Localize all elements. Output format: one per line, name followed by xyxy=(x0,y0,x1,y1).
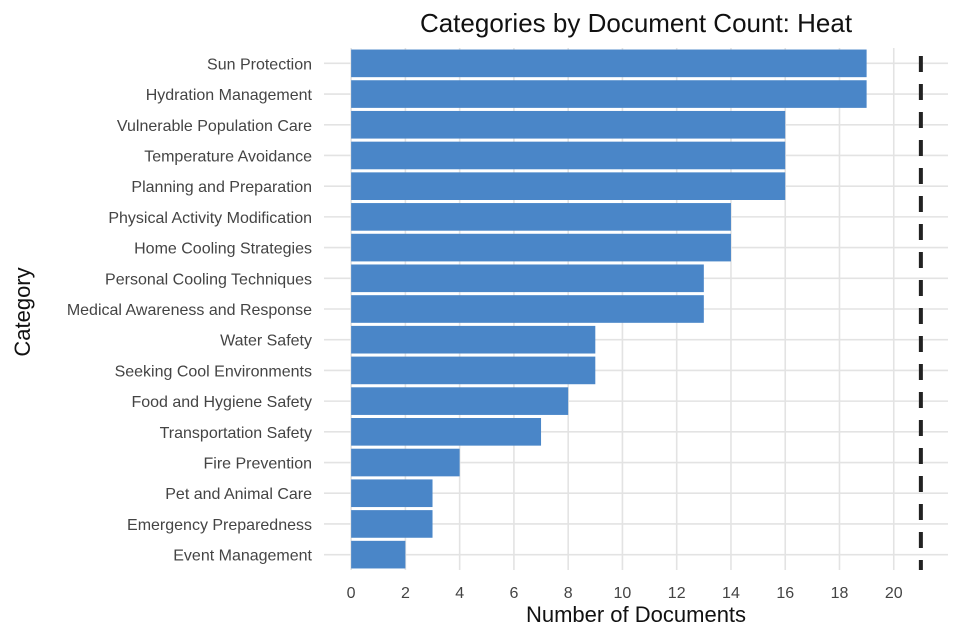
bars-group xyxy=(351,49,867,569)
category-label: Medical Awareness and Response xyxy=(67,302,312,319)
category-label: Home Cooling Strategies xyxy=(134,241,312,258)
category-label: Pet and Animal Care xyxy=(165,486,312,503)
category-label: Seeking Cool Environments xyxy=(115,363,312,380)
bar xyxy=(351,264,704,293)
bar xyxy=(351,510,433,538)
x-tick-label: 0 xyxy=(347,585,356,602)
x-tick-label: 4 xyxy=(455,585,464,602)
bar xyxy=(351,141,786,170)
category-label: Transportation Safety xyxy=(160,425,312,442)
x-tick-label: 14 xyxy=(722,585,740,602)
category-label: Planning and Preparation xyxy=(131,179,312,196)
x-tick-label: 10 xyxy=(614,585,632,602)
bar xyxy=(351,540,406,569)
x-axis-title: Number of Documents xyxy=(526,602,746,627)
x-tick-label: 18 xyxy=(831,585,849,602)
bar xyxy=(351,479,433,508)
x-tick-label: 20 xyxy=(885,585,903,602)
bar xyxy=(351,172,786,200)
category-label: Event Management xyxy=(173,548,312,565)
category-label: Hydration Management xyxy=(146,87,313,104)
bar xyxy=(351,325,596,354)
bar xyxy=(351,356,596,385)
x-tick-label: 8 xyxy=(564,585,573,602)
bar xyxy=(351,448,460,477)
category-label: Emergency Preparedness xyxy=(127,517,312,534)
category-label: Temperature Avoidance xyxy=(144,148,312,165)
category-label: Vulnerable Population Care xyxy=(117,118,312,135)
x-tick-label: 16 xyxy=(776,585,794,602)
bar xyxy=(351,203,731,231)
bar xyxy=(351,233,731,262)
bar xyxy=(351,295,704,323)
bar xyxy=(351,387,569,415)
x-tick-labels: 0 2 4 6 8 10 12 14 16 18 20 xyxy=(347,585,903,602)
bar xyxy=(351,110,786,139)
category-label: Personal Cooling Techniques xyxy=(105,271,312,288)
category-label: Fire Prevention xyxy=(204,456,313,473)
category-label: Sun Protection xyxy=(207,56,312,73)
chart-title: Categories by Document Count: Heat xyxy=(420,8,853,38)
category-labels: Sun Protection Hydration Management Vulner… xyxy=(67,56,313,564)
category-label: Food and Hygiene Safety xyxy=(131,394,312,411)
category-label: Water Safety xyxy=(220,333,312,350)
x-tick-label: 2 xyxy=(401,585,410,602)
bar xyxy=(351,49,867,78)
bar xyxy=(351,80,867,108)
category-label: Physical Activity Modification xyxy=(108,210,312,227)
x-tick-label: 6 xyxy=(509,585,518,602)
bar xyxy=(351,418,542,446)
y-axis-title: Category xyxy=(10,267,35,356)
x-tick-label: 12 xyxy=(668,585,686,602)
